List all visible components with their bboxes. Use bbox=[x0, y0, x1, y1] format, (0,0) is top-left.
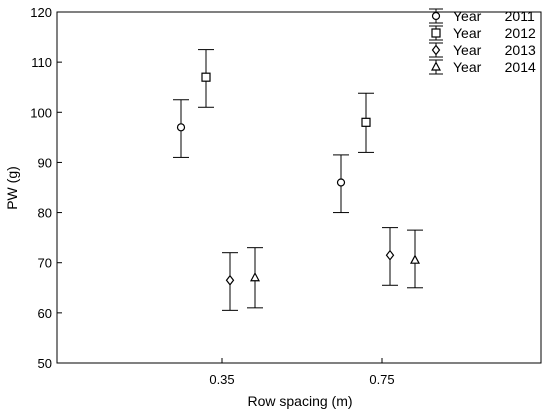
data-point bbox=[201, 72, 211, 82]
x-tick-label: 0.35 bbox=[209, 372, 234, 387]
y-tick-label: 60 bbox=[38, 306, 52, 321]
data-point bbox=[250, 271, 260, 282]
y-tick-label: 120 bbox=[30, 5, 52, 20]
data-point bbox=[410, 254, 420, 264]
x-tick-label: 0.75 bbox=[369, 372, 394, 387]
legend-marker bbox=[431, 61, 441, 71]
legend-label: Year 2014 bbox=[453, 59, 536, 75]
x-axis-label: Row spacing (m) bbox=[247, 393, 352, 409]
legend-label: Year 2011 bbox=[453, 8, 535, 24]
legend-marker bbox=[431, 44, 441, 56]
data-point bbox=[361, 117, 371, 127]
data-point bbox=[336, 178, 346, 187]
y-axis: 50 60 70 80 90 100 110 120 bbox=[30, 5, 62, 371]
plot-frame bbox=[56, 11, 542, 364]
x-axis: 0.35 0.75 bbox=[209, 358, 395, 387]
y-tick-label: 90 bbox=[38, 155, 52, 170]
y-tick-label: 100 bbox=[30, 105, 52, 120]
data-point bbox=[385, 249, 395, 261]
legend-marker bbox=[431, 11, 441, 21]
legend-marker bbox=[431, 28, 441, 38]
y-tick-label: 50 bbox=[38, 356, 52, 371]
data-marks bbox=[173, 49, 423, 311]
y-tick-label: 80 bbox=[38, 206, 52, 221]
y-tick-label: 70 bbox=[38, 256, 52, 271]
data-point bbox=[225, 274, 235, 286]
y-tick-label: 110 bbox=[31, 55, 52, 70]
legend-label: Year 2012 bbox=[453, 25, 536, 41]
legend-label: Year 2013 bbox=[453, 42, 536, 58]
data-point bbox=[176, 123, 186, 132]
y-axis-label: PW (g) bbox=[4, 166, 20, 210]
